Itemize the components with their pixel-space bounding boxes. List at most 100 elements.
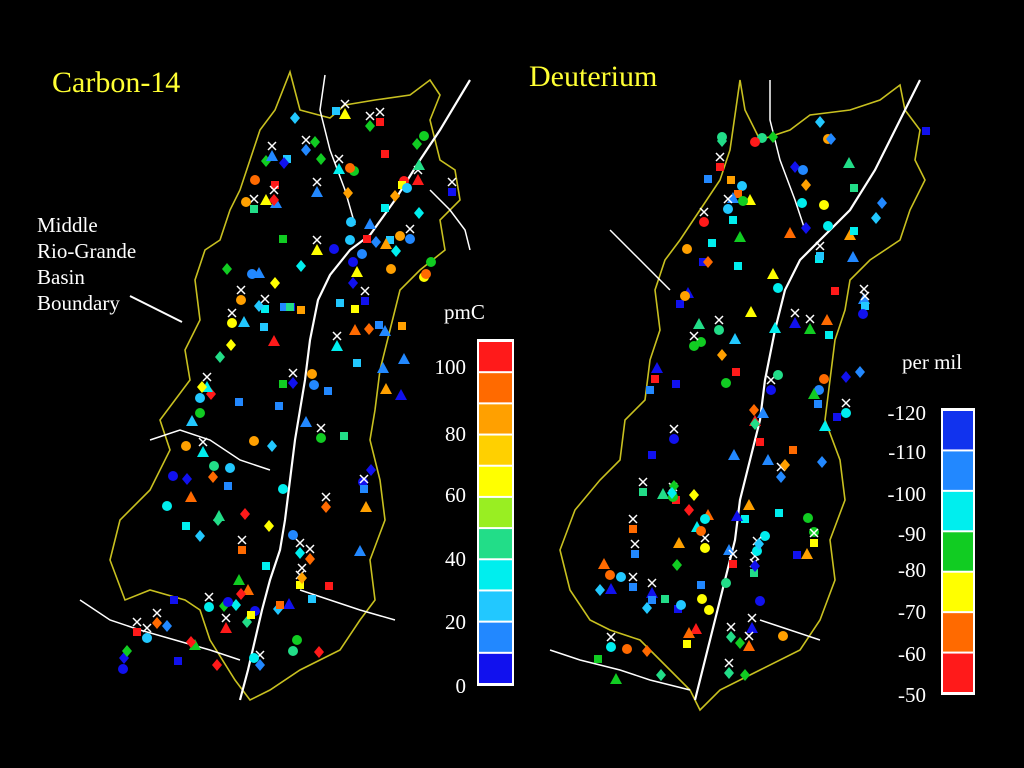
sample-marker — [815, 116, 825, 128]
sample-marker — [833, 413, 841, 421]
pmc-legend-unit: pmC — [444, 300, 485, 324]
sample-marker — [734, 231, 746, 242]
nested-sample-cross — [260, 294, 270, 304]
sample-marker — [656, 669, 666, 681]
sample-marker — [261, 305, 269, 313]
legend-color-cell — [943, 572, 973, 612]
sample-marker — [288, 377, 298, 389]
sample-marker — [381, 204, 389, 212]
sample-marker — [380, 238, 392, 249]
nested-sample-cross — [747, 613, 757, 623]
sample-marker — [419, 131, 429, 141]
sample-marker — [780, 459, 790, 471]
sample-marker — [639, 488, 647, 496]
sample-marker — [642, 602, 652, 614]
sample-marker — [283, 598, 295, 609]
sample-marker — [858, 293, 870, 304]
sample-marker — [847, 251, 859, 262]
sample-marker — [162, 501, 172, 511]
c14-tributary — [79, 599, 241, 661]
sample-marker — [784, 227, 796, 238]
nested-sample-cross — [714, 315, 724, 325]
sample-marker — [778, 631, 788, 641]
sample-marker — [333, 163, 345, 174]
legend-color-cell — [943, 411, 973, 450]
sample-marker — [316, 153, 326, 165]
sample-marker — [260, 194, 272, 205]
legend-color-cell — [479, 497, 512, 528]
sample-marker — [345, 163, 355, 173]
permil-tick-label: -90 — [898, 522, 926, 546]
sample-marker — [267, 440, 277, 452]
sample-marker — [182, 522, 190, 530]
annotation-line-2: Rio-Grande — [37, 239, 137, 263]
sample-marker — [808, 388, 820, 399]
nested-sample-cross — [340, 99, 350, 109]
nested-sample-cross — [312, 177, 322, 187]
sample-marker — [819, 420, 831, 431]
sample-marker — [598, 558, 610, 569]
sample-marker — [227, 318, 237, 328]
sample-marker — [329, 244, 339, 254]
sample-marker — [819, 374, 829, 384]
sample-marker — [850, 227, 858, 235]
legend-color-cell — [479, 560, 512, 590]
sample-marker — [922, 127, 930, 135]
sample-marker — [704, 175, 712, 183]
sample-marker — [152, 617, 162, 629]
sample-marker — [405, 234, 415, 244]
sample-marker — [296, 260, 306, 272]
nested-sample-cross — [204, 592, 214, 602]
sample-marker — [689, 341, 699, 351]
nested-sample-cross — [334, 154, 344, 164]
sample-marker — [279, 235, 287, 243]
sample-marker — [708, 239, 716, 247]
sample-marker — [305, 553, 315, 565]
sample-marker — [743, 640, 755, 651]
permil-tick-label: -50 — [898, 683, 926, 707]
sample-marker — [380, 383, 392, 394]
sample-marker — [726, 631, 736, 643]
sample-marker — [850, 184, 858, 192]
legend-color-cell — [479, 435, 512, 465]
sample-marker — [810, 539, 818, 547]
legend-color-cell — [479, 404, 512, 434]
nested-sample-cross — [198, 437, 208, 447]
sample-marker — [769, 322, 781, 333]
sample-marker — [689, 489, 699, 501]
sample-marker — [716, 163, 724, 171]
sample-marker — [348, 257, 358, 267]
sample-marker — [398, 322, 406, 330]
sample-marker — [717, 349, 727, 361]
sample-marker — [295, 547, 305, 559]
sample-marker — [386, 236, 394, 244]
sample-marker — [801, 179, 811, 191]
per-mil-legend-unit: per mil — [902, 350, 963, 374]
sample-marker — [814, 385, 824, 395]
nested-sample-cross — [647, 578, 657, 588]
permil-tick-label: -110 — [888, 440, 926, 464]
sample-marker — [354, 545, 366, 556]
permil-tick-label: -60 — [898, 642, 926, 666]
sample-marker — [750, 137, 760, 147]
sample-marker — [195, 408, 205, 418]
sample-marker — [789, 446, 797, 454]
sample-marker — [823, 221, 833, 231]
sample-marker — [226, 339, 236, 351]
sample-marker — [195, 393, 205, 403]
sample-marker — [816, 252, 824, 260]
sample-marker — [606, 642, 616, 652]
permil-tick-label: -70 — [898, 600, 926, 624]
sample-marker — [351, 266, 363, 277]
sample-marker — [740, 669, 750, 681]
deuterium-rio-grande — [693, 79, 921, 701]
sample-marker — [683, 627, 695, 638]
c14-tributary — [299, 589, 396, 621]
sample-marker — [213, 510, 225, 521]
pmc-tick-label: 60 — [445, 483, 466, 507]
pmc-tick-label: 40 — [445, 547, 466, 571]
sample-marker — [170, 596, 178, 604]
sample-marker — [595, 584, 605, 596]
sample-marker — [750, 569, 758, 577]
sample-marker — [683, 640, 691, 648]
